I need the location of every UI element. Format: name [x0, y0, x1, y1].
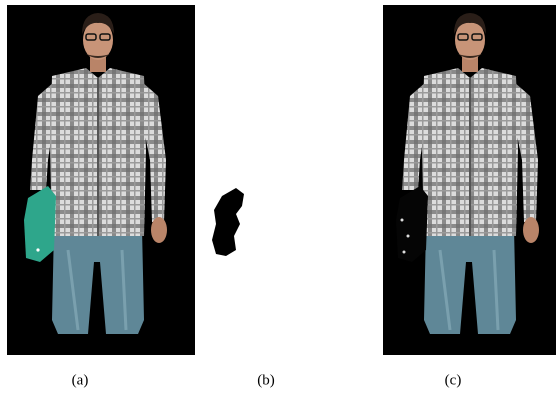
caption: (a) [72, 372, 89, 388]
panel-b [195, 5, 383, 355]
caption: (b) [257, 372, 275, 388]
caption: (c) [445, 372, 462, 388]
mask [212, 188, 244, 256]
cast-removed [396, 186, 428, 262]
cast [24, 186, 56, 262]
